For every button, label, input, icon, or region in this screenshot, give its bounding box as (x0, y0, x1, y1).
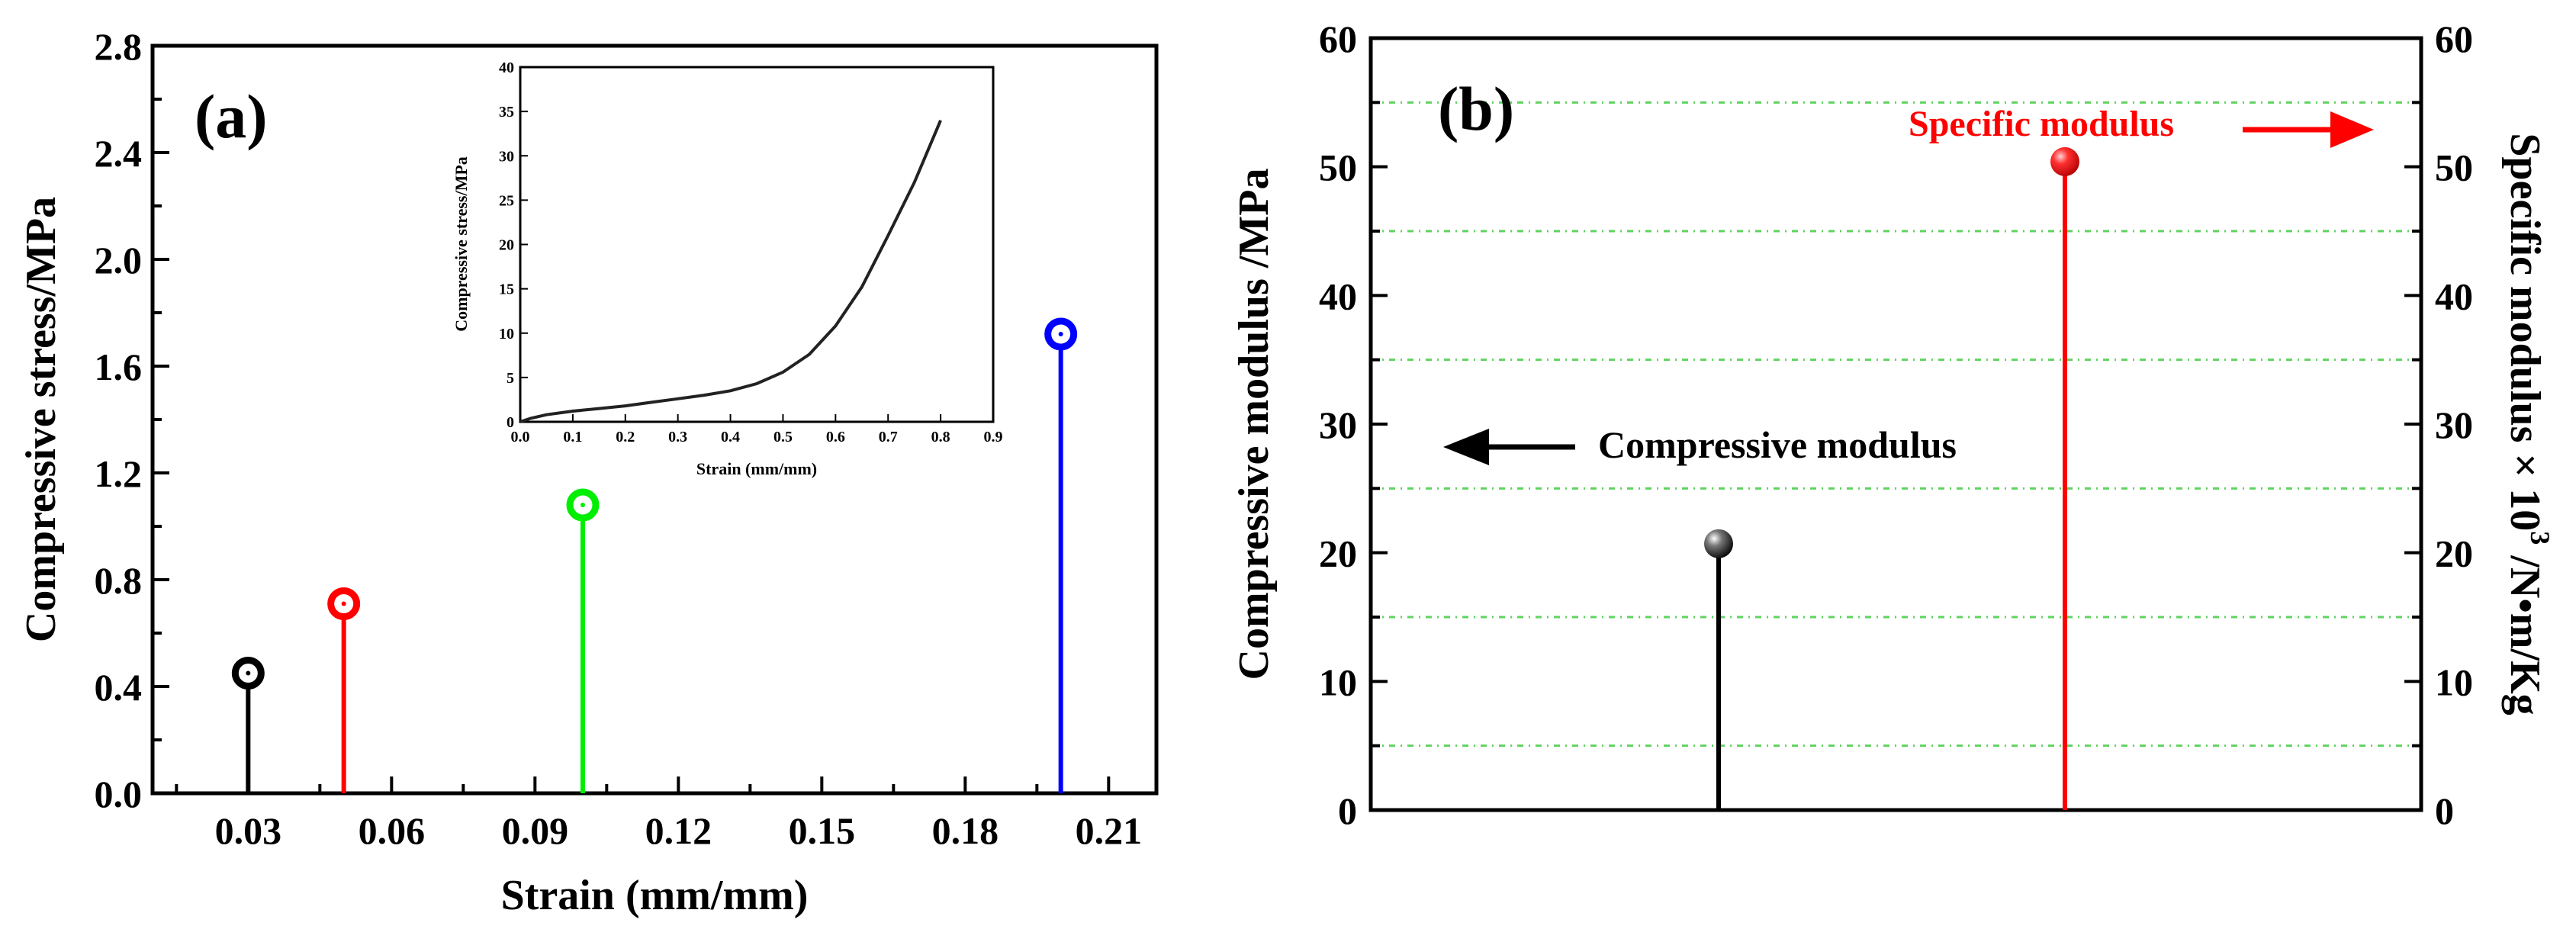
inset-x-tick-label: 0.2 (616, 429, 635, 445)
inset-x-tick-label: 0.6 (826, 429, 845, 445)
inset-x-tick-label: 0.8 (931, 429, 950, 445)
inset-frame (519, 66, 995, 423)
panel-b-gridlines (1371, 101, 2421, 748)
right-y-title-superscript: 3 (2525, 531, 2555, 545)
panel-a-x-axis-title: Strain (mm/mm) (501, 872, 809, 919)
specific-modulus-annotation: Specific modulus (1909, 104, 2174, 144)
panel-b-left-y-tick-label: 10 (1319, 661, 1357, 703)
inset-y-axis-ticks: 0 5 10 15 20 25 30 35 40 (499, 59, 528, 431)
panel-a-x-tick-label: 0.06 (359, 809, 426, 852)
inset-x-tick-label: 0.9 (984, 429, 1003, 445)
panel-a-y-tick-label: 2.8 (95, 25, 143, 68)
panel-b-right-y-tick-label: 0 (2435, 789, 2454, 832)
specific-modulus-arrow-icon (2330, 111, 2374, 148)
panel-a-y-tick-label: 1.6 (95, 346, 143, 388)
inset-x-tick-label: 0.5 (773, 429, 793, 445)
panel-a-y-tick-label: 0.8 (95, 559, 143, 602)
inset-y-tick-label: 40 (499, 59, 514, 76)
panel-a-x-tick-label: 0.18 (932, 809, 999, 852)
panel-b-right-y-tick-label: 60 (2435, 18, 2473, 60)
inset-y-axis-title: Compressive stress/MPa (452, 156, 471, 332)
right-y-title-main: Specific modulus × 10 (2501, 133, 2549, 531)
panel-a-chart: 0.0 0.4 0.8 1.2 1.6 2.0 2.4 2.8 0.03 0.06 0.09 0.1… (18, 25, 1159, 919)
panel-a-stem-marker-dot (1058, 332, 1063, 336)
inset-y-tick-label: 20 (499, 237, 514, 254)
panel-b-stem-marker (1704, 529, 1733, 558)
inset-x-tick-label: 0.3 (668, 429, 687, 445)
panel-a-label: (a) (195, 82, 268, 151)
inset-x-tick-label: 0.7 (879, 429, 898, 445)
panel-b-chart: 0 10 20 30 40 50 60 0 10 20 30 40 50 60 (b) Compress… (1230, 18, 2555, 832)
inset-x-tick-label: 0.0 (511, 429, 530, 445)
panel-b-left-y-tick-label: 60 (1319, 18, 1357, 60)
panel-a-y-axis-title: Compressive stress/MPa (18, 197, 65, 642)
panel-a-stems (231, 317, 1078, 793)
panel-b-left-y-axis-ticks: 0 10 20 30 40 50 60 (1319, 18, 1388, 832)
panel-a-y-tick-label: 1.2 (95, 452, 143, 495)
inset-y-tick-label: 0 (507, 414, 514, 431)
panel-a-x-axis-ticks: 0.03 0.06 0.09 0.12 0.15 0.18 0.21 (175, 776, 1143, 852)
panel-b-left-y-tick-label: 30 (1319, 404, 1357, 446)
inset-y-tick-label: 15 (499, 281, 514, 298)
panel-b-right-y-tick-label: 50 (2435, 146, 2473, 189)
panel-b-right-y-tick-label: 40 (2435, 275, 2473, 317)
panel-b-left-y-tick-label: 40 (1319, 275, 1357, 317)
panel-b-stem-marker (2050, 146, 2079, 176)
panel-b-left-y-tick-label: 20 (1319, 532, 1357, 575)
panel-a-x-tick-label: 0.12 (645, 809, 712, 852)
panel-b-left-y-tick-label: 0 (1338, 789, 1357, 832)
inset-x-tick-label: 0.4 (721, 429, 740, 445)
compressive-modulus-annotation: Compressive modulus (1598, 423, 1957, 466)
inset-x-axis-ticks: 0.0 0.1 0.2 0.3 0.4 0.5 0.6 0.7 0.8 0.9 (511, 414, 1003, 445)
panel-a-x-tick-label: 0.15 (789, 809, 856, 852)
inset-y-tick-label: 30 (499, 148, 514, 165)
inset-y-tick-label: 5 (507, 370, 514, 387)
panel-b-label: (b) (1438, 74, 1514, 143)
panel-b-right-y-tick-label: 30 (2435, 404, 2473, 446)
panel-b-stems (1704, 146, 2079, 810)
panel-a-y-tick-label: 2.0 (95, 239, 143, 281)
panel-a-x-tick-label: 0.21 (1076, 809, 1143, 852)
panel-a-stem-marker-dot (580, 503, 585, 507)
panel-a-x-tick-label: 0.09 (502, 809, 569, 852)
panel-a-y-tick-label: 2.4 (95, 132, 143, 175)
inset-x-axis-title: Strain (mm/mm) (696, 459, 817, 478)
inset-y-tick-label: 25 (499, 192, 514, 209)
panel-a-y-tick-label: 0.0 (95, 773, 143, 815)
panel-a-y-tick-label: 0.4 (95, 666, 143, 709)
inset-y-tick-label: 35 (499, 104, 514, 121)
panel-b-left-y-axis-title: Compressive modulus /MPa (1230, 169, 1278, 680)
inset-x-tick-label: 0.1 (563, 429, 582, 445)
compressive-modulus-arrow-icon (1443, 429, 1489, 465)
inset-stress-strain-curve (519, 120, 942, 423)
right-y-title-unit: /N•m/Kg (2501, 545, 2549, 715)
panel-a-stem-marker-dot (246, 670, 251, 676)
panel-b-right-y-tick-label: 20 (2435, 532, 2473, 575)
panel-b-right-y-axis-title: Specific modulus × 103 /N•m/Kg (2501, 133, 2555, 715)
panel-a-x-tick-label: 0.03 (215, 809, 282, 852)
panel-b-right-y-axis-ticks: 0 10 20 30 40 50 60 (2404, 18, 2473, 832)
panel-b-left-y-tick-label: 50 (1319, 146, 1357, 189)
panel-a-stem-marker-dot (341, 601, 346, 606)
panel-b-right-y-tick-label: 10 (2435, 661, 2473, 703)
panel-a-y-axis-ticks: 0.0 0.4 0.8 1.2 1.6 2.0 2.4 2.8 (95, 25, 169, 815)
inset-y-tick-label: 10 (499, 326, 514, 342)
